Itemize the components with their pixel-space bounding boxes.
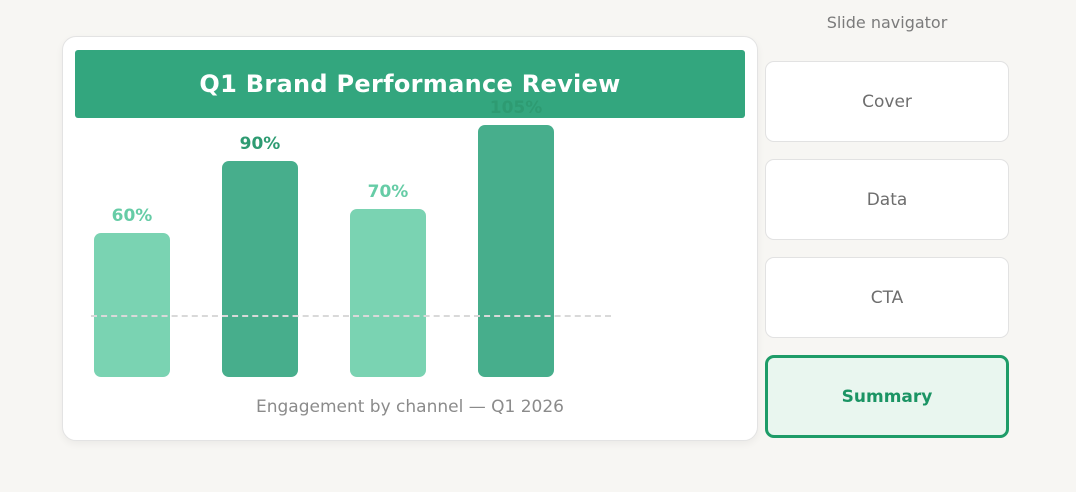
slide-navigator: Slide navigator Cover Data CTA Summary	[765, 0, 1009, 438]
slide-navigator-title: Slide navigator	[826, 13, 948, 32]
nav-button-data[interactable]: Data	[765, 159, 1009, 240]
reference-dashed-line	[91, 315, 611, 317]
bar-value-label: 105%	[489, 98, 543, 118]
slide-title: Q1 Brand Performance Review	[199, 70, 621, 98]
bar-60%	[94, 233, 170, 377]
bar-90%	[222, 161, 298, 377]
bar-chart: 60% 90% 70% 105% Engagement by channel — Q1…	[63, 37, 757, 440]
slide-navigator-buttons: Cover Data CTA Summary	[765, 61, 1009, 438]
slide-title-bar: Q1 Brand Performance Review	[75, 50, 745, 118]
bar-105%	[478, 125, 554, 377]
nav-button-cta[interactable]: CTA	[765, 257, 1009, 338]
bar-value-label: 60%	[111, 206, 153, 226]
bar-value-label: 90%	[239, 134, 281, 154]
bar-value-label: 70%	[367, 182, 409, 202]
slide-preview-card: Q1 Brand Performance Review 60% 90% 70% 105…	[62, 36, 758, 441]
nav-button-summary[interactable]: Summary	[765, 355, 1009, 438]
chart-caption: Engagement by channel — Q1 2026	[255, 397, 565, 417]
bar-70%	[350, 209, 426, 377]
nav-button-cover[interactable]: Cover	[765, 61, 1009, 142]
